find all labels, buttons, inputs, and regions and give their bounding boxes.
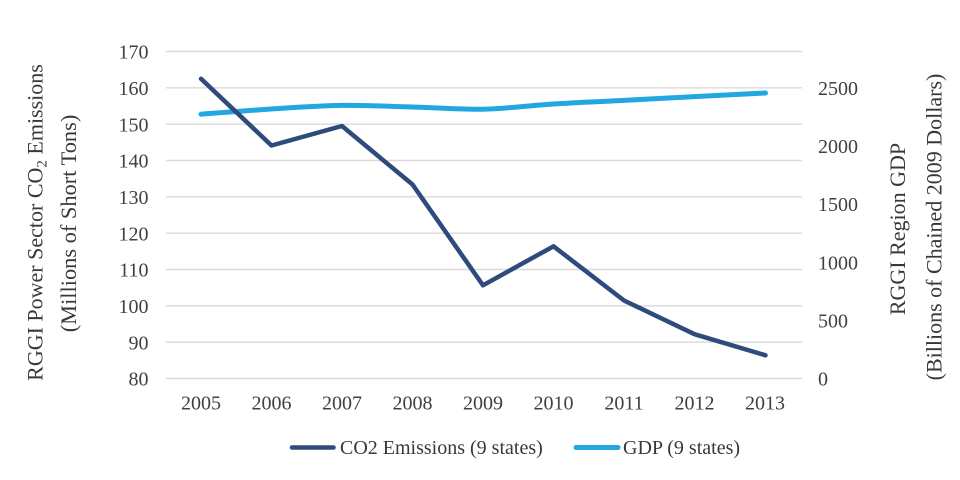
svg-text:120: 120 [119,223,149,245]
svg-text:RGGI Region GDP: RGGI Region GDP [885,143,910,315]
svg-text:2013: 2013 [745,393,785,415]
svg-text:0: 0 [818,369,828,391]
svg-text:100: 100 [119,296,149,318]
svg-text:140: 140 [119,151,149,173]
svg-text:1500: 1500 [818,194,858,216]
svg-text:2012: 2012 [675,393,715,415]
svg-text:2008: 2008 [393,393,433,415]
svg-text:(Millions of Short Tons): (Millions of Short Tons) [56,115,81,333]
svg-text:130: 130 [119,187,149,209]
svg-text:90: 90 [129,332,149,354]
svg-text:CO2 Emissions (9 states): CO2 Emissions (9 states) [340,437,543,459]
svg-text:500: 500 [818,311,848,333]
svg-text:80: 80 [129,369,149,391]
svg-text:GDP (9 states): GDP (9 states) [623,437,740,459]
svg-text:2009: 2009 [463,393,503,415]
svg-text:2010: 2010 [534,393,574,415]
svg-text:2011: 2011 [604,393,643,415]
svg-text:170: 170 [119,42,149,64]
svg-text:2000: 2000 [818,136,858,158]
svg-text:2007: 2007 [322,393,362,415]
svg-text:(Billions of Chained 2009 Doll: (Billions of Chained 2009 Dollars) [922,74,947,381]
svg-text:RGGI Power Sector CO2 Emission: RGGI Power Sector CO2 Emissions [23,64,51,381]
svg-text:2500: 2500 [818,78,858,100]
svg-text:160: 160 [119,78,149,100]
svg-text:2006: 2006 [252,393,292,415]
svg-text:2005: 2005 [181,393,221,415]
svg-text:1000: 1000 [818,252,858,274]
svg-text:110: 110 [119,260,148,282]
svg-text:150: 150 [119,114,149,136]
